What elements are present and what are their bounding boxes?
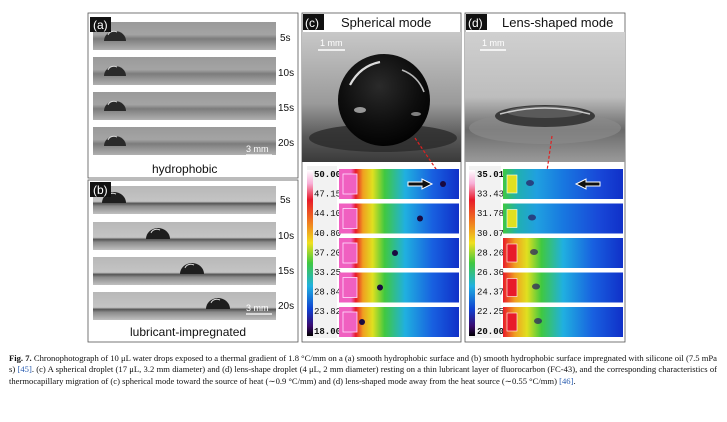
panel-b-caption: lubricant-impregnated bbox=[130, 325, 246, 339]
panel-c-thermal-strip bbox=[339, 203, 459, 234]
panel-c-colorbar-tick: 40.80 bbox=[314, 229, 341, 239]
panel-d-colorbar-tick: 22.25 bbox=[477, 307, 504, 317]
panel-d-label-box bbox=[466, 14, 487, 30]
panel-c-droplet-dot bbox=[377, 284, 383, 291]
panel-c-thermal-strip bbox=[339, 238, 459, 268]
panel-d-droplet-dot bbox=[532, 283, 540, 290]
panel-d-colorbar-tick: 31.78 bbox=[477, 209, 504, 219]
panel-b-label-box bbox=[90, 182, 111, 197]
panel-c-colorbar-tick: 37.20 bbox=[314, 248, 341, 258]
panel-c-colorbar-tick: 47.15 bbox=[314, 190, 341, 200]
panel-d-title: Lens-shaped mode bbox=[502, 15, 613, 30]
panel-c-colorbar-tick: 23.82 bbox=[314, 307, 341, 317]
panel-b-time-1: 5s bbox=[280, 195, 291, 206]
panel-c-droplet-dot bbox=[417, 215, 423, 222]
panel-b: (b) 5s 10s 15s 20s 3 mm lubricant-impreg… bbox=[87, 179, 299, 343]
panel-b-time-2: 10s bbox=[278, 231, 294, 242]
caption-label: Fig. 7. bbox=[9, 353, 32, 363]
panel-a: (a) 5s 10s 15s 20s 3 mm hydrophobic bbox=[87, 12, 299, 179]
panel-c-droplet-dot bbox=[440, 181, 446, 187]
panel-d-colorbar-tick: 20.00 bbox=[477, 327, 504, 337]
spherical-droplet bbox=[338, 54, 430, 146]
figure-caption: Fig. 7. Chronophotograph of 10 μL water … bbox=[9, 353, 717, 387]
panel-a-droplet bbox=[104, 136, 126, 146]
panel-c-pointer bbox=[414, 137, 441, 176]
caption-ref-45[interactable]: [45] bbox=[17, 364, 32, 375]
panel-d-colorbar-tick: 26.36 bbox=[477, 268, 504, 278]
caption-ref-46[interactable]: [46] bbox=[559, 375, 574, 386]
panel-c-thermal-strip bbox=[339, 169, 459, 199]
panel-b-time-3: 15s bbox=[278, 266, 294, 277]
panel-c-colorbar-tick: 50.00 bbox=[314, 170, 341, 180]
panel-d-scale-label: 1 mm bbox=[482, 38, 505, 48]
panel-a-label: (a) bbox=[93, 18, 108, 32]
panel-c-label-box bbox=[303, 14, 324, 30]
panel-b-strip bbox=[93, 292, 276, 320]
panel-c-label: (c) bbox=[305, 16, 319, 30]
panel-d-colorbar-tick: 30.07 bbox=[477, 229, 504, 239]
panel-a-label-box bbox=[90, 17, 111, 32]
panel-d-thermal-strip bbox=[503, 238, 623, 268]
panel-d-arrow-right-icon bbox=[574, 178, 601, 190]
panel-a-droplet bbox=[104, 31, 126, 41]
panel-d-colorbar bbox=[469, 170, 475, 336]
panel-d-thermal-strip bbox=[503, 203, 623, 234]
panel-c-arrow-left-icon bbox=[407, 178, 434, 190]
panel-c-colorbar-tick: 33.25 bbox=[314, 268, 341, 278]
panel-a-time-1: 5s bbox=[280, 33, 291, 44]
panel-a-time-3: 15s bbox=[278, 103, 294, 114]
panel-a-time-2: 10s bbox=[278, 68, 294, 79]
panel-d: (d) Lens-shaped mode 1 mm 35.01 33.43 31.7… bbox=[464, 12, 626, 343]
panel-c: (c) Spherical mode 1 mm 50.00 47.15 44.10 4… bbox=[301, 12, 462, 343]
panel-c-droplet-dot bbox=[392, 250, 398, 256]
panel-c-colorbar bbox=[307, 170, 313, 336]
panel-a-caption: hydrophobic bbox=[152, 162, 217, 176]
panel-d-droplet-dot bbox=[528, 214, 536, 221]
caption-text-2: . (c) A spherical droplet (17 μL, 3.2 mm… bbox=[9, 364, 718, 386]
panel-b-strip bbox=[93, 222, 276, 250]
panel-d-droplet-dot bbox=[534, 318, 542, 324]
panel-b-time-4: 20s bbox=[278, 301, 294, 312]
panel-b-label: (b) bbox=[93, 183, 108, 197]
panel-a-scale-label: 3 mm bbox=[246, 144, 269, 154]
panel-a-droplet bbox=[104, 66, 126, 76]
panel-d-colorbar-tick: 28.26 bbox=[477, 248, 504, 258]
panel-d-thermal-strip bbox=[503, 169, 623, 199]
panel-c-colorbar-tick: 18.00 bbox=[314, 327, 341, 337]
panel-d-droplet-dot bbox=[530, 249, 538, 255]
panel-c-droplet-dot bbox=[359, 319, 365, 325]
panel-b-scale-label: 3 mm bbox=[246, 303, 269, 313]
panel-d-colorbar-tick: 33.43 bbox=[477, 190, 504, 200]
panel-a-time-4: 20s bbox=[278, 138, 294, 149]
panel-c-colorbar-tick: 28.84 bbox=[314, 288, 341, 298]
caption-end: . bbox=[573, 375, 576, 386]
panel-d-colorbar-tick: 35.01 bbox=[477, 170, 505, 180]
panel-c-colorbar-tick: 44.10 bbox=[314, 209, 341, 219]
panel-d-thermal-strip bbox=[503, 272, 623, 303]
panel-d-thermal-strip bbox=[503, 307, 623, 337]
panel-c-title: Spherical mode bbox=[341, 15, 431, 30]
panel-a-droplet bbox=[104, 101, 126, 111]
panel-c-scale-label: 1 mm bbox=[320, 38, 343, 48]
caption-text: Chronophotograph of 10 μL water drops ex… bbox=[9, 353, 717, 375]
panel-d-droplet-dot bbox=[526, 180, 534, 186]
panel-c-thermal-strip bbox=[339, 272, 459, 303]
panel-d-label: (d) bbox=[468, 16, 483, 30]
panel-d-colorbar-tick: 24.37 bbox=[477, 288, 504, 298]
figure-7: (a) 5s 10s 15s 20s 3 mm hydrophobic (b) … bbox=[87, 12, 626, 343]
